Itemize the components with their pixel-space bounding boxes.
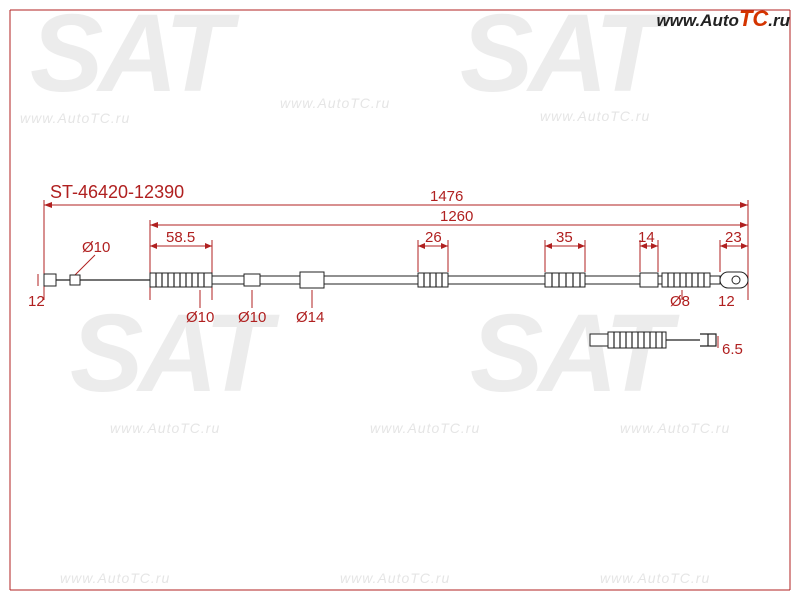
dim-overall: 1476: [430, 188, 463, 205]
dim-26: 26: [425, 229, 442, 246]
dim-23: 23: [725, 229, 742, 246]
dim-1260: 1260: [440, 208, 473, 225]
dim-d10c: Ø10: [238, 309, 266, 326]
dim-left12: 12: [28, 293, 45, 310]
part-number: ST-46420-12390: [50, 182, 184, 202]
dim-6-5: 6.5: [722, 341, 743, 358]
dim-58-5: 58.5: [166, 229, 195, 246]
dim-end12: 12: [718, 293, 735, 310]
dim-35: 35: [556, 229, 573, 246]
dim-14: 14: [638, 229, 655, 246]
dim-d10a: Ø10: [82, 239, 110, 256]
dim-d14: Ø14: [296, 309, 324, 326]
technical-drawing: ST-46420-12390 1476 1260 58.5 26 35 14 2…: [0, 0, 800, 600]
cable-assembly: [44, 272, 748, 348]
dim-d8: Ø8: [670, 293, 690, 310]
dim-d10b: Ø10: [186, 309, 214, 326]
